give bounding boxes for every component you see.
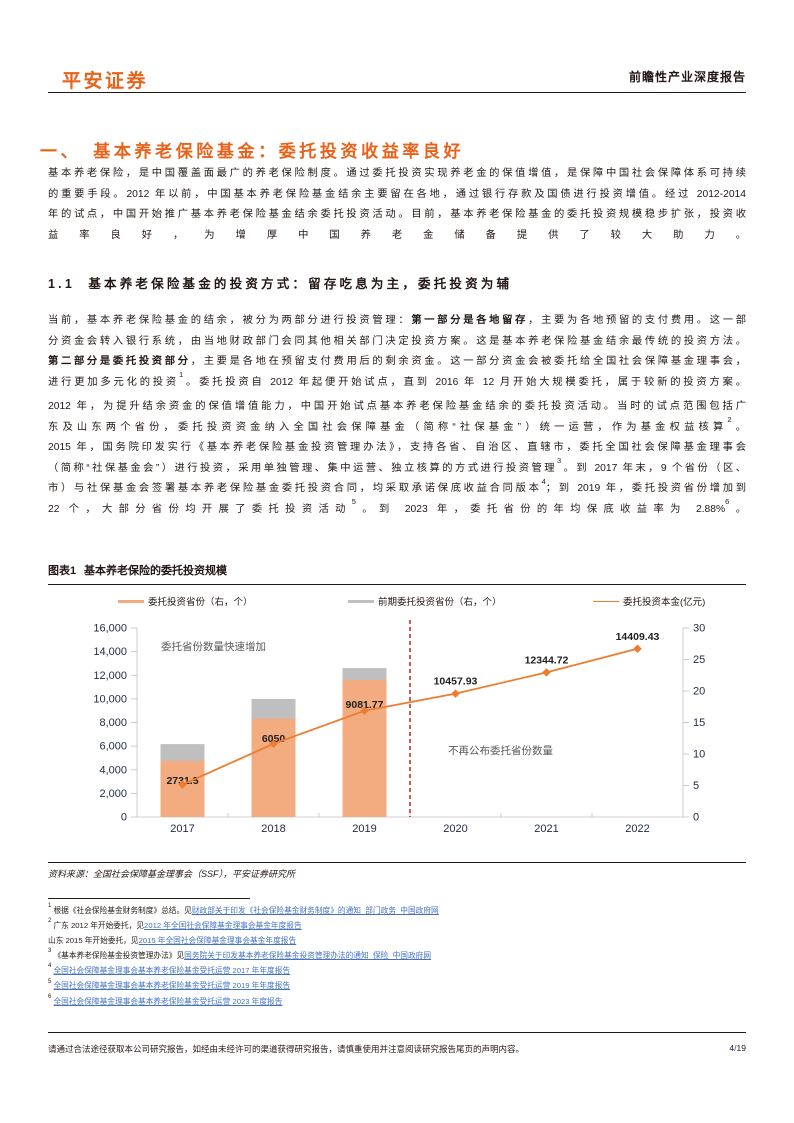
svg-text:14,000: 14,000 bbox=[93, 646, 127, 658]
svg-text:8,000: 8,000 bbox=[99, 717, 127, 729]
svg-text:6,000: 6,000 bbox=[99, 741, 127, 753]
svg-text:10457.93: 10457.93 bbox=[434, 676, 478, 688]
svg-text:16,000: 16,000 bbox=[93, 623, 127, 635]
svg-text:10,000: 10,000 bbox=[93, 693, 127, 705]
svg-text:2018: 2018 bbox=[261, 823, 285, 835]
svg-text:2021: 2021 bbox=[534, 823, 558, 835]
svg-text:25: 25 bbox=[693, 654, 705, 666]
svg-text:2017: 2017 bbox=[170, 823, 194, 835]
svg-text:2,000: 2,000 bbox=[99, 788, 127, 800]
svg-text:14409.43: 14409.43 bbox=[616, 631, 660, 643]
svg-text:5: 5 bbox=[693, 780, 699, 792]
svg-text:委托省份数量快速增加: 委托省份数量快速增加 bbox=[161, 640, 266, 653]
svg-text:0: 0 bbox=[121, 812, 127, 824]
svg-text:15: 15 bbox=[693, 717, 705, 729]
svg-text:不再公布委托省份数量: 不再公布委托省份数量 bbox=[448, 744, 553, 757]
svg-text:4,000: 4,000 bbox=[99, 764, 127, 776]
svg-text:2019: 2019 bbox=[352, 823, 376, 835]
svg-text:20: 20 bbox=[693, 686, 705, 698]
svg-text:12344.72: 12344.72 bbox=[525, 655, 569, 667]
svg-text:2022: 2022 bbox=[625, 823, 649, 835]
svg-text:10: 10 bbox=[693, 749, 705, 761]
svg-text:0: 0 bbox=[693, 812, 699, 824]
svg-text:30: 30 bbox=[693, 623, 705, 635]
svg-text:12,000: 12,000 bbox=[93, 670, 127, 682]
svg-text:2020: 2020 bbox=[443, 823, 467, 835]
